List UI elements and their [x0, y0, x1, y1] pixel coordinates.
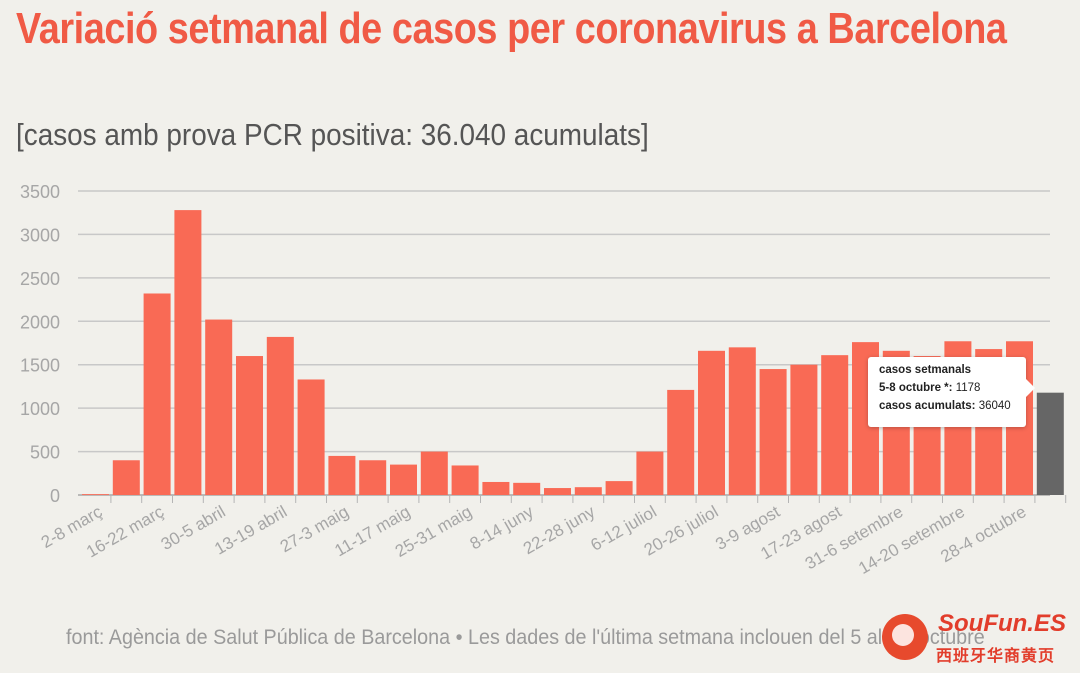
bar-1[interactable]: [112, 460, 140, 495]
soufun-logo: SouFun.ES 西班牙华商黄页: [880, 606, 1076, 670]
bar-2[interactable]: [143, 293, 171, 495]
chart-subtitle: [casos amb prova PCR positiva: 36.040 ac…: [16, 117, 649, 152]
logo-mark-icon: [882, 614, 928, 660]
bar-16[interactable]: [574, 487, 602, 495]
bar-chart: 0 500 1000 1500 2000 2500 3000 3500 2-8 març16-…: [20, 182, 1067, 578]
bar-12[interactable]: [451, 465, 479, 495]
tooltip-pointer: [1026, 379, 1035, 397]
bar-18[interactable]: [636, 451, 664, 495]
bar-13[interactable]: [482, 481, 510, 495]
tooltip-week-row: 5-8 octubre *: 1178: [879, 379, 1026, 397]
bar-6[interactable]: [266, 336, 294, 495]
bar-24[interactable]: [821, 355, 849, 495]
tooltip: casos setmanals 5-8 octubre *: 1178 caso…: [868, 357, 1035, 427]
y-tick-label: 2000: [20, 312, 60, 332]
bar-17[interactable]: [605, 481, 633, 495]
y-tick-label: 500: [30, 443, 60, 463]
bar-9[interactable]: [359, 460, 387, 495]
chart-title: Variació setmanal de casos per coronavir…: [16, 4, 1007, 53]
y-tick-label: 1500: [20, 356, 60, 376]
bar-20[interactable]: [698, 350, 725, 495]
bar-22[interactable]: [759, 369, 787, 495]
bar-19[interactable]: [667, 389, 695, 495]
tooltip-cum-label: casos acumulats:: [879, 400, 976, 412]
tooltip-cum-row: casos acumulats: 36040: [879, 397, 1026, 415]
bar-8[interactable]: [328, 455, 356, 495]
bar-31[interactable]: [1036, 392, 1064, 495]
logo-brand: SouFun.ES: [938, 610, 1066, 637]
y-axis: 0 500 1000 1500 2000 2500 3000 3500: [20, 182, 60, 506]
bar-15[interactable]: [544, 488, 571, 495]
y-tick-label: 3500: [20, 182, 60, 202]
x-tick-label: 14-20 setembre: [855, 502, 968, 578]
bar-23[interactable]: [790, 364, 818, 495]
bar-11[interactable]: [420, 451, 448, 495]
logo-subtitle: 西班牙华商黄页: [936, 648, 1056, 665]
bar-14[interactable]: [513, 482, 541, 495]
bar-10[interactable]: [390, 464, 417, 495]
y-tick-label: 3000: [20, 225, 60, 245]
tooltip-heading: casos setmanals: [879, 364, 972, 376]
bar-0[interactable]: [82, 494, 109, 495]
bar-7[interactable]: [297, 379, 325, 495]
bar-3[interactable]: [174, 210, 202, 495]
bar-21[interactable]: [728, 347, 756, 495]
bar-4[interactable]: [205, 319, 233, 495]
source-footer: font: Agència de Salut Pública de Barcel…: [66, 626, 985, 649]
bar-5[interactable]: [236, 356, 263, 495]
tooltip-cum-value: 36040: [978, 400, 1011, 412]
y-tick-label: 0: [50, 486, 60, 506]
tooltip-week-value: 1178: [955, 382, 981, 394]
bars: [82, 210, 1064, 495]
y-tick-label: 1000: [20, 399, 60, 419]
y-tick-label: 2500: [20, 269, 60, 289]
tooltip-week-label: 5-8 octubre *:: [879, 382, 953, 394]
